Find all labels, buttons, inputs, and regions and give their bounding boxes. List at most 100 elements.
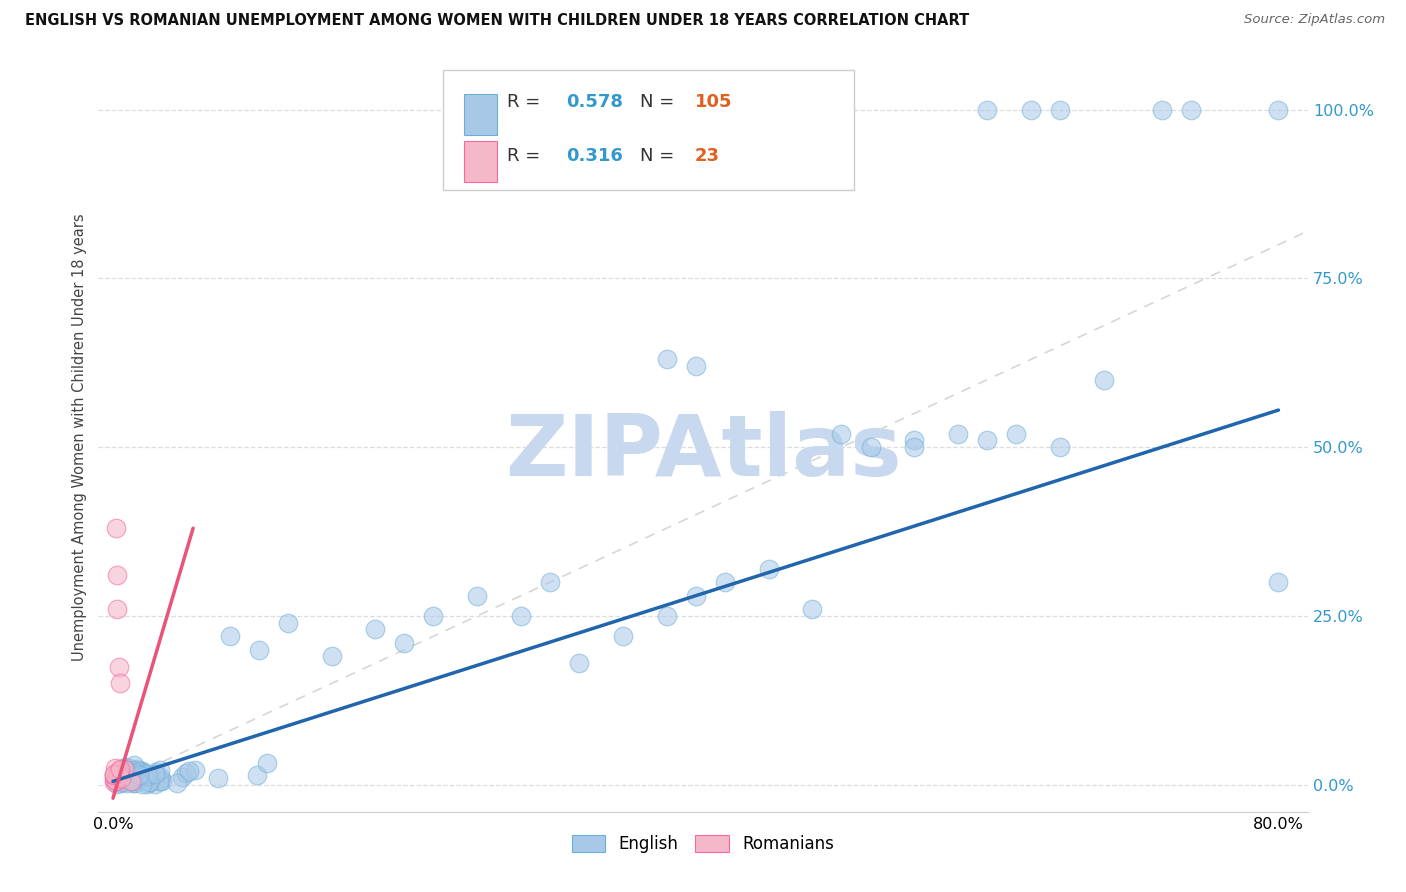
Point — [108, 659, 131, 673]
Point — [859, 440, 882, 454]
Point — [122, 776, 145, 790]
Point — [111, 762, 134, 776]
Point — [1267, 103, 1289, 117]
Point — [115, 773, 138, 788]
Point — [108, 762, 131, 776]
Point — [122, 769, 145, 783]
Point — [115, 767, 138, 781]
Point — [1267, 575, 1289, 590]
Point — [149, 771, 172, 785]
Point — [122, 764, 145, 778]
Point — [122, 758, 145, 772]
Point — [105, 768, 128, 782]
Y-axis label: Unemployment Among Women with Children Under 18 years: Unemployment Among Women with Children U… — [72, 213, 87, 661]
Point — [655, 609, 678, 624]
Point — [108, 769, 131, 783]
Point — [1092, 373, 1115, 387]
Point — [1180, 103, 1202, 117]
Point — [256, 756, 278, 770]
FancyBboxPatch shape — [464, 94, 498, 135]
Point — [509, 609, 531, 624]
Point — [122, 765, 145, 780]
Point — [127, 769, 149, 783]
Point — [1019, 103, 1042, 117]
Point — [114, 760, 136, 774]
Point — [207, 772, 229, 786]
Point — [183, 764, 205, 778]
Point — [135, 767, 157, 781]
Point — [801, 602, 824, 616]
Point — [125, 765, 148, 780]
Point — [714, 575, 737, 590]
Point — [131, 764, 153, 778]
Point — [538, 575, 561, 590]
Point — [830, 426, 852, 441]
Point — [655, 352, 678, 367]
Point — [1005, 426, 1028, 441]
Point — [758, 562, 780, 576]
Point — [465, 589, 488, 603]
Point — [138, 775, 160, 789]
Point — [104, 773, 127, 788]
FancyBboxPatch shape — [464, 141, 498, 182]
Point — [105, 568, 128, 582]
Text: N =: N = — [640, 93, 681, 112]
Point — [128, 768, 150, 782]
Point — [112, 775, 135, 789]
Point — [218, 629, 240, 643]
Point — [110, 764, 132, 778]
Point — [120, 774, 142, 789]
Point — [105, 602, 128, 616]
Point — [277, 615, 299, 630]
Point — [103, 774, 125, 789]
Point — [107, 769, 129, 783]
Text: R =: R = — [508, 147, 546, 165]
Point — [127, 764, 149, 778]
Legend: English, Romanians: English, Romanians — [565, 828, 841, 860]
Point — [394, 636, 416, 650]
Point — [138, 775, 160, 789]
Point — [149, 774, 172, 789]
Point — [143, 777, 166, 791]
Point — [136, 777, 159, 791]
Point — [104, 773, 127, 788]
Text: 105: 105 — [695, 93, 733, 112]
Point — [105, 773, 128, 788]
Point — [114, 772, 136, 786]
Point — [976, 103, 998, 117]
Text: Source: ZipAtlas.com: Source: ZipAtlas.com — [1244, 13, 1385, 27]
Point — [110, 676, 132, 690]
Point — [121, 773, 143, 788]
Point — [128, 770, 150, 784]
Point — [104, 766, 127, 780]
Point — [115, 763, 138, 777]
Point — [103, 768, 125, 782]
Text: 0.578: 0.578 — [567, 93, 623, 112]
Point — [104, 768, 127, 782]
Point — [1049, 440, 1071, 454]
Point — [422, 609, 444, 624]
Text: N =: N = — [640, 147, 681, 165]
Text: 0.316: 0.316 — [567, 147, 623, 165]
Point — [246, 768, 269, 782]
Point — [149, 763, 172, 777]
Text: ENGLISH VS ROMANIAN UNEMPLOYMENT AMONG WOMEN WITH CHILDREN UNDER 18 YEARS CORREL: ENGLISH VS ROMANIAN UNEMPLOYMENT AMONG W… — [25, 13, 970, 29]
Point — [138, 772, 160, 786]
Point — [125, 762, 148, 776]
Point — [103, 761, 125, 775]
Point — [321, 649, 343, 664]
Point — [111, 765, 134, 780]
Point — [903, 434, 925, 448]
Point — [110, 771, 132, 785]
FancyBboxPatch shape — [443, 70, 855, 190]
Point — [568, 657, 591, 671]
Point — [148, 773, 170, 788]
Point — [685, 589, 707, 603]
Point — [129, 764, 152, 778]
Point — [150, 774, 173, 789]
Point — [170, 770, 193, 784]
Point — [136, 769, 159, 783]
Text: 23: 23 — [695, 147, 720, 165]
Point — [107, 777, 129, 791]
Point — [685, 359, 707, 374]
